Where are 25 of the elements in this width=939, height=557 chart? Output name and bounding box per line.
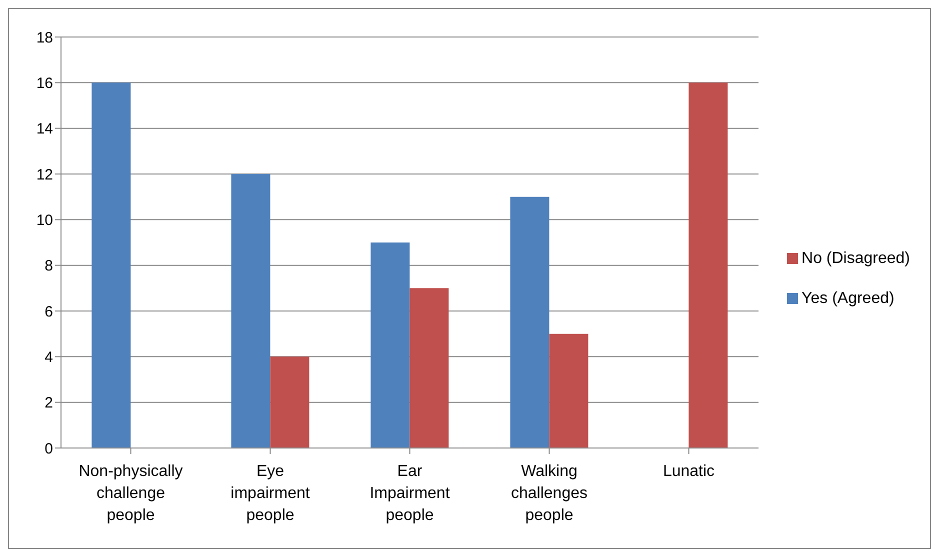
y-tick-label: 4 <box>44 348 53 366</box>
bar <box>688 82 728 448</box>
bar <box>92 82 131 448</box>
y-tick-label: 2 <box>44 394 53 412</box>
y-tick-label: 10 <box>36 212 53 229</box>
y-tick-label: 16 <box>36 74 53 92</box>
bar <box>410 288 449 448</box>
bar <box>231 174 270 448</box>
bar <box>370 242 410 448</box>
x-tick-label: Lunatic <box>662 463 715 480</box>
bar <box>549 334 588 448</box>
y-tick-label: 0 <box>44 440 53 458</box>
y-tick-label: 8 <box>44 258 53 275</box>
x-tick-label: Ear Impairment people <box>370 463 450 524</box>
x-tick-label: Non-physically challenge people <box>78 463 183 524</box>
y-tick-label: 12 <box>36 166 53 184</box>
y-tick-label: 14 <box>36 120 53 138</box>
y-tick-label: 18 <box>36 29 53 46</box>
y-tick-label: 6 <box>44 303 53 320</box>
bar <box>270 356 310 448</box>
bar <box>510 196 550 448</box>
x-tick-label: Eye impairment people <box>230 463 310 524</box>
x-tick-label: Walking challenges people <box>511 463 588 524</box>
legend-label: No (Disagreed) <box>802 250 910 266</box>
legend-label: Yes (Agreed) <box>802 290 894 306</box>
